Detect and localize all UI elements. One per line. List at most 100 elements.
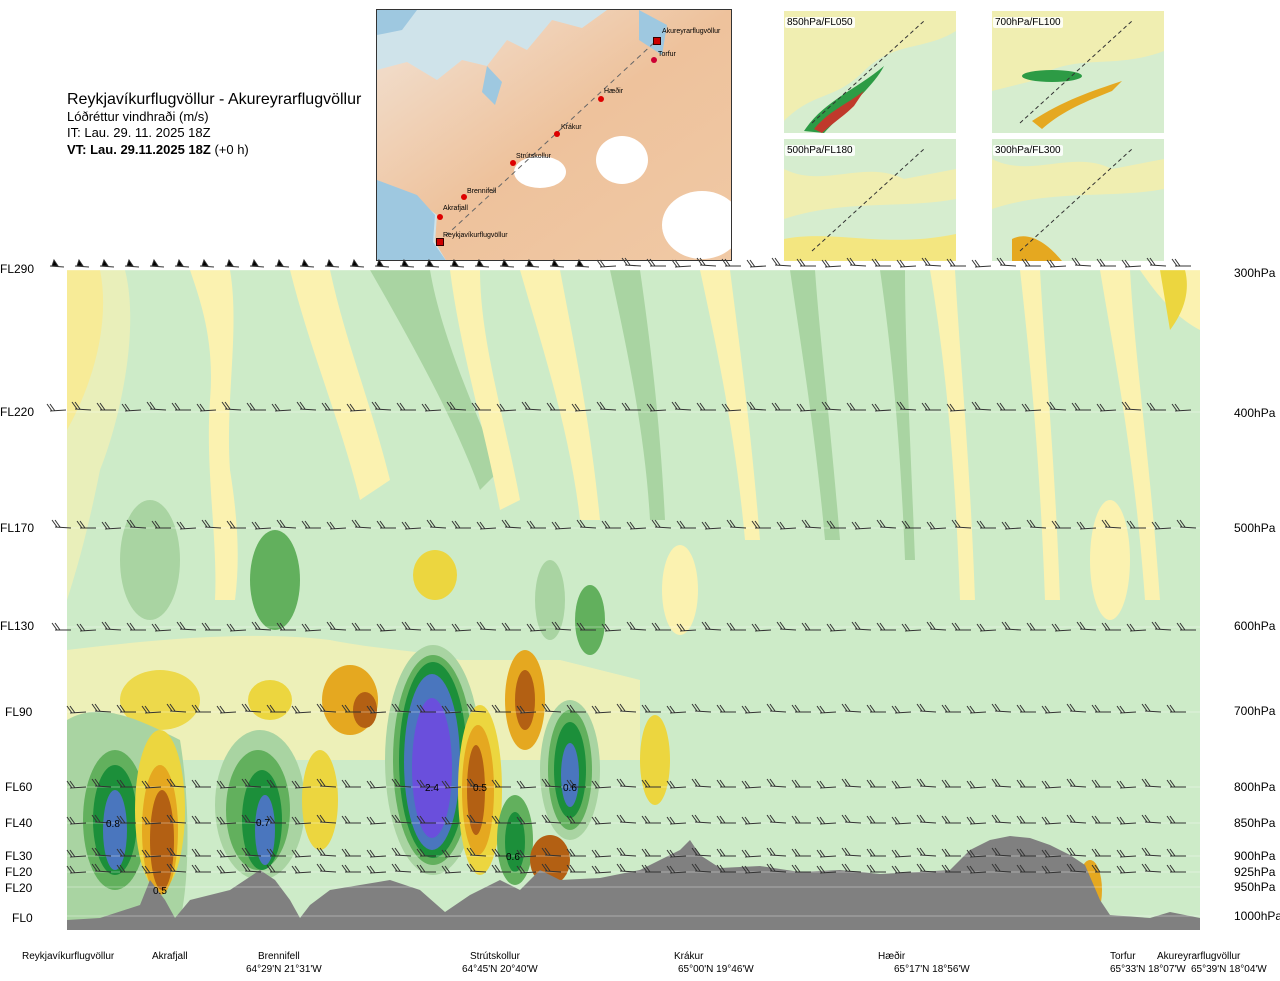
wind-barb bbox=[771, 402, 791, 411]
wind-barb bbox=[291, 816, 312, 825]
thumbnail-700hpa[interactable]: 700hPa/FL100 bbox=[992, 11, 1164, 133]
wind-barb bbox=[651, 622, 671, 631]
wind-barb bbox=[926, 521, 947, 530]
wind-barb bbox=[516, 705, 537, 714]
wind-barb bbox=[376, 623, 397, 632]
wind-barb bbox=[716, 815, 736, 824]
wind-barb bbox=[401, 621, 422, 631]
wind-barb bbox=[121, 403, 142, 412]
wind-barb bbox=[891, 705, 912, 714]
wind-barb bbox=[401, 521, 422, 530]
wind-barb bbox=[596, 259, 617, 268]
wind-barb bbox=[796, 258, 816, 267]
wind-barb bbox=[566, 815, 586, 824]
wind-barb bbox=[516, 865, 537, 874]
wind-barb bbox=[1001, 521, 1022, 530]
wind-barb bbox=[1076, 521, 1097, 530]
wind-barb bbox=[901, 623, 922, 632]
wind-barb bbox=[501, 622, 521, 631]
wind-barb bbox=[299, 258, 315, 268]
wind-barb bbox=[526, 520, 546, 529]
wind-barb bbox=[424, 258, 440, 268]
wind-barb bbox=[966, 780, 987, 789]
wind-barb bbox=[216, 816, 237, 825]
thumbnail-300hpa[interactable]: 300hPa/FL300 bbox=[992, 139, 1164, 261]
wind-barb bbox=[1141, 847, 1162, 857]
wind-barb bbox=[1166, 864, 1186, 873]
wind-barb bbox=[766, 847, 787, 857]
wind-barb bbox=[691, 863, 712, 873]
wind-barb bbox=[641, 815, 661, 824]
wind-barb bbox=[191, 779, 211, 788]
wind-barb bbox=[51, 519, 72, 529]
wind-barb bbox=[896, 401, 917, 411]
wind-barb bbox=[616, 863, 637, 873]
wind-barb bbox=[951, 622, 971, 631]
wind-barb bbox=[91, 863, 112, 873]
wind-barb bbox=[871, 403, 892, 412]
wind-barb bbox=[391, 863, 412, 873]
wind-barb bbox=[716, 848, 736, 857]
wind-barb bbox=[101, 621, 122, 631]
wind-barb bbox=[1116, 780, 1137, 789]
wind-barb bbox=[441, 816, 462, 825]
wind-barb bbox=[616, 847, 637, 857]
x-coord-krakur: 65°00'N 19°46'W bbox=[678, 964, 754, 975]
wind-barb bbox=[366, 849, 387, 858]
wind-barb bbox=[176, 621, 197, 631]
wind-barb bbox=[741, 865, 762, 874]
fl-label-290: FL290 bbox=[0, 262, 35, 276]
wind-barb bbox=[966, 816, 987, 825]
wind-barb bbox=[49, 258, 65, 268]
wind-barb bbox=[501, 519, 522, 529]
wind-barb bbox=[166, 703, 187, 713]
wind-barb bbox=[1071, 257, 1092, 267]
wind-barb bbox=[691, 847, 712, 857]
fl-label-90: FL90 bbox=[5, 705, 33, 719]
wind-barb bbox=[91, 814, 112, 824]
wind-barb bbox=[116, 848, 136, 857]
wind-barb bbox=[966, 705, 987, 714]
wind-barb bbox=[1116, 816, 1137, 825]
thumbnail-850hpa-graphic bbox=[784, 11, 956, 133]
wind-barbs bbox=[46, 257, 1197, 874]
wind-barb bbox=[201, 622, 221, 631]
wind-barb bbox=[896, 259, 917, 268]
wind-barb bbox=[616, 703, 637, 713]
wind-barb bbox=[141, 705, 162, 714]
x-coord-torfur: 65°33'N 18°07'W bbox=[1110, 964, 1186, 975]
wind-barb bbox=[151, 623, 172, 632]
thumbnail-500hpa-graphic bbox=[784, 139, 956, 261]
wind-barb bbox=[226, 520, 246, 529]
x-coord-akureyri: 65°39'N 18°04'W bbox=[1191, 964, 1267, 975]
wind-barb bbox=[641, 848, 661, 857]
wind-barb bbox=[851, 521, 872, 530]
thumbnail-300hpa-label: 300hPa/FL300 bbox=[993, 145, 1063, 156]
wind-barb bbox=[791, 848, 811, 857]
thumbnail-500hpa[interactable]: 500hPa/FL180 bbox=[784, 139, 956, 261]
wind-barb bbox=[751, 623, 772, 632]
wind-barb bbox=[191, 704, 211, 713]
hpa-label-500: 500hPa bbox=[1234, 521, 1276, 535]
wind-barb bbox=[696, 402, 716, 411]
wind-barb bbox=[449, 258, 465, 268]
valid-time-line: VT: Lau. 29.11.2025 18Z (+0 h) bbox=[67, 141, 361, 158]
wind-barb bbox=[346, 403, 367, 412]
wind-barb bbox=[916, 814, 937, 824]
thumbnail-850hpa[interactable]: 850hPa/FL050 bbox=[784, 11, 956, 133]
wind-barb bbox=[1041, 780, 1062, 789]
wind-barb bbox=[1066, 863, 1087, 873]
wind-barb bbox=[366, 816, 387, 825]
wind-barb bbox=[66, 780, 87, 789]
wind-barb bbox=[421, 403, 442, 412]
wind-barb bbox=[274, 258, 290, 268]
wind-barb bbox=[1091, 864, 1111, 873]
wind-barb bbox=[316, 814, 337, 824]
wind-barb bbox=[496, 403, 517, 412]
wind-barb bbox=[601, 623, 622, 632]
wind-barb bbox=[916, 847, 937, 857]
wind-barb bbox=[741, 849, 762, 858]
wind-barb bbox=[1166, 779, 1186, 788]
wind-barb bbox=[1091, 704, 1111, 713]
wind-barb bbox=[1021, 403, 1042, 412]
